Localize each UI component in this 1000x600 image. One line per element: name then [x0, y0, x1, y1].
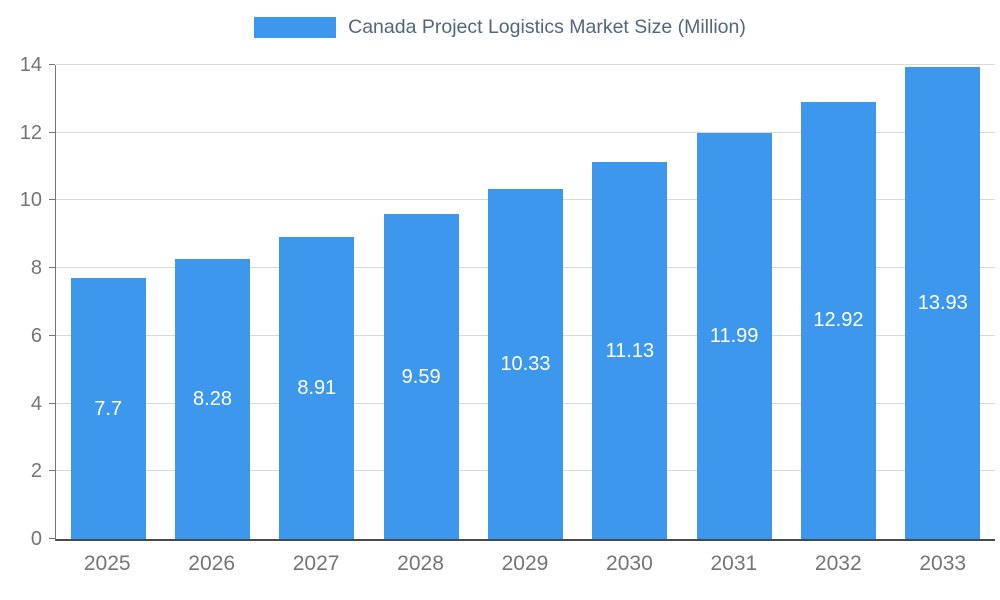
bar-slot: 7.7: [56, 65, 160, 539]
bars-container: 7.7 8.28 8.91 9.59 10.33 11.13 11.99 12.92 13.93: [56, 65, 995, 539]
bar-slot: 8.91: [265, 65, 369, 539]
x-axis-category-label: 2032: [814, 552, 862, 575]
y-axis-tick: [49, 470, 55, 472]
bar-slot: 8.28: [160, 65, 264, 539]
x-axis: 2025 2026 2027 2028 2029 2030 2031 2032 2033: [55, 552, 995, 576]
bar: 9.59: [383, 214, 459, 539]
bar-value-label: 11.99: [709, 325, 759, 348]
y-axis-tick-label: 6: [30, 324, 42, 347]
bar-value-label: 9.59: [401, 365, 441, 388]
bar-slot: 12.92: [786, 65, 890, 539]
bar-value-label: 13.93: [917, 292, 968, 315]
bar: 7.7: [70, 278, 146, 539]
bar: 8.91: [279, 237, 355, 539]
bar: 10.33: [487, 189, 564, 539]
y-axis-tick: [49, 131, 55, 133]
y-axis-tick: [49, 199, 55, 201]
plot-area: 7.7 8.28 8.91 9.59 10.33 11.13 11.99 12.92 13.93…: [20, 55, 995, 549]
chart-legend: Canada Project Logistics Market Size (Mi…: [0, 16, 1000, 39]
y-axis-tick-label: 14: [19, 54, 42, 76]
bar-slot: 11.13: [578, 65, 682, 539]
bar: 11.99: [696, 133, 772, 539]
bar-value-label: 12.92: [813, 309, 864, 332]
gridline: [56, 64, 995, 65]
bar-slot: 11.99: [682, 65, 786, 539]
x-axis-category-label: 2026: [188, 552, 236, 575]
x-axis-category-label: 2027: [292, 552, 340, 575]
bar-value-label: 7.7: [94, 397, 123, 420]
gridline: [56, 131, 995, 133]
bar: 13.93: [905, 67, 981, 539]
legend-swatch: [254, 17, 337, 38]
legend-label: Canada Project Logistics Market Size (Mi…: [348, 16, 746, 38]
bar-value-label: 10.33: [500, 353, 551, 376]
bar-slot: 9.59: [369, 65, 473, 539]
bar-value-label: 8.28: [193, 387, 232, 410]
y-axis-tick: [49, 538, 55, 539]
bar-slot: 10.33: [473, 65, 577, 539]
bar: 11.13: [592, 162, 668, 539]
x-axis-category-label: 2025: [83, 552, 131, 575]
y-axis-tick-label: 2: [30, 460, 42, 483]
bar-value-label: 11.13: [605, 339, 655, 362]
y-axis-tick: [49, 64, 55, 65]
bar: 12.92: [800, 101, 877, 539]
x-axis-category-label: 2031: [710, 552, 758, 575]
x-axis-category-label: 2030: [606, 552, 653, 575]
y-axis-tick-label: 4: [30, 392, 42, 415]
bar-slot: 13.93: [891, 65, 995, 539]
bar: 8.28: [174, 258, 251, 539]
y-axis-tick: [49, 267, 55, 269]
bar-value-label: 8.91: [297, 377, 337, 400]
y-axis-tick-label: 8: [30, 257, 42, 280]
y-axis-tick: [49, 334, 55, 336]
y-axis-tick-label: 0: [30, 528, 42, 550]
y-axis-tick: [49, 402, 55, 404]
y-axis-tick-label: 12: [19, 121, 42, 144]
y-axis-tick-label: 10: [19, 189, 42, 212]
x-axis-category-label: 2033: [919, 552, 967, 575]
x-axis-category-label: 2029: [501, 552, 549, 575]
x-axis-category-label: 2028: [397, 552, 444, 575]
